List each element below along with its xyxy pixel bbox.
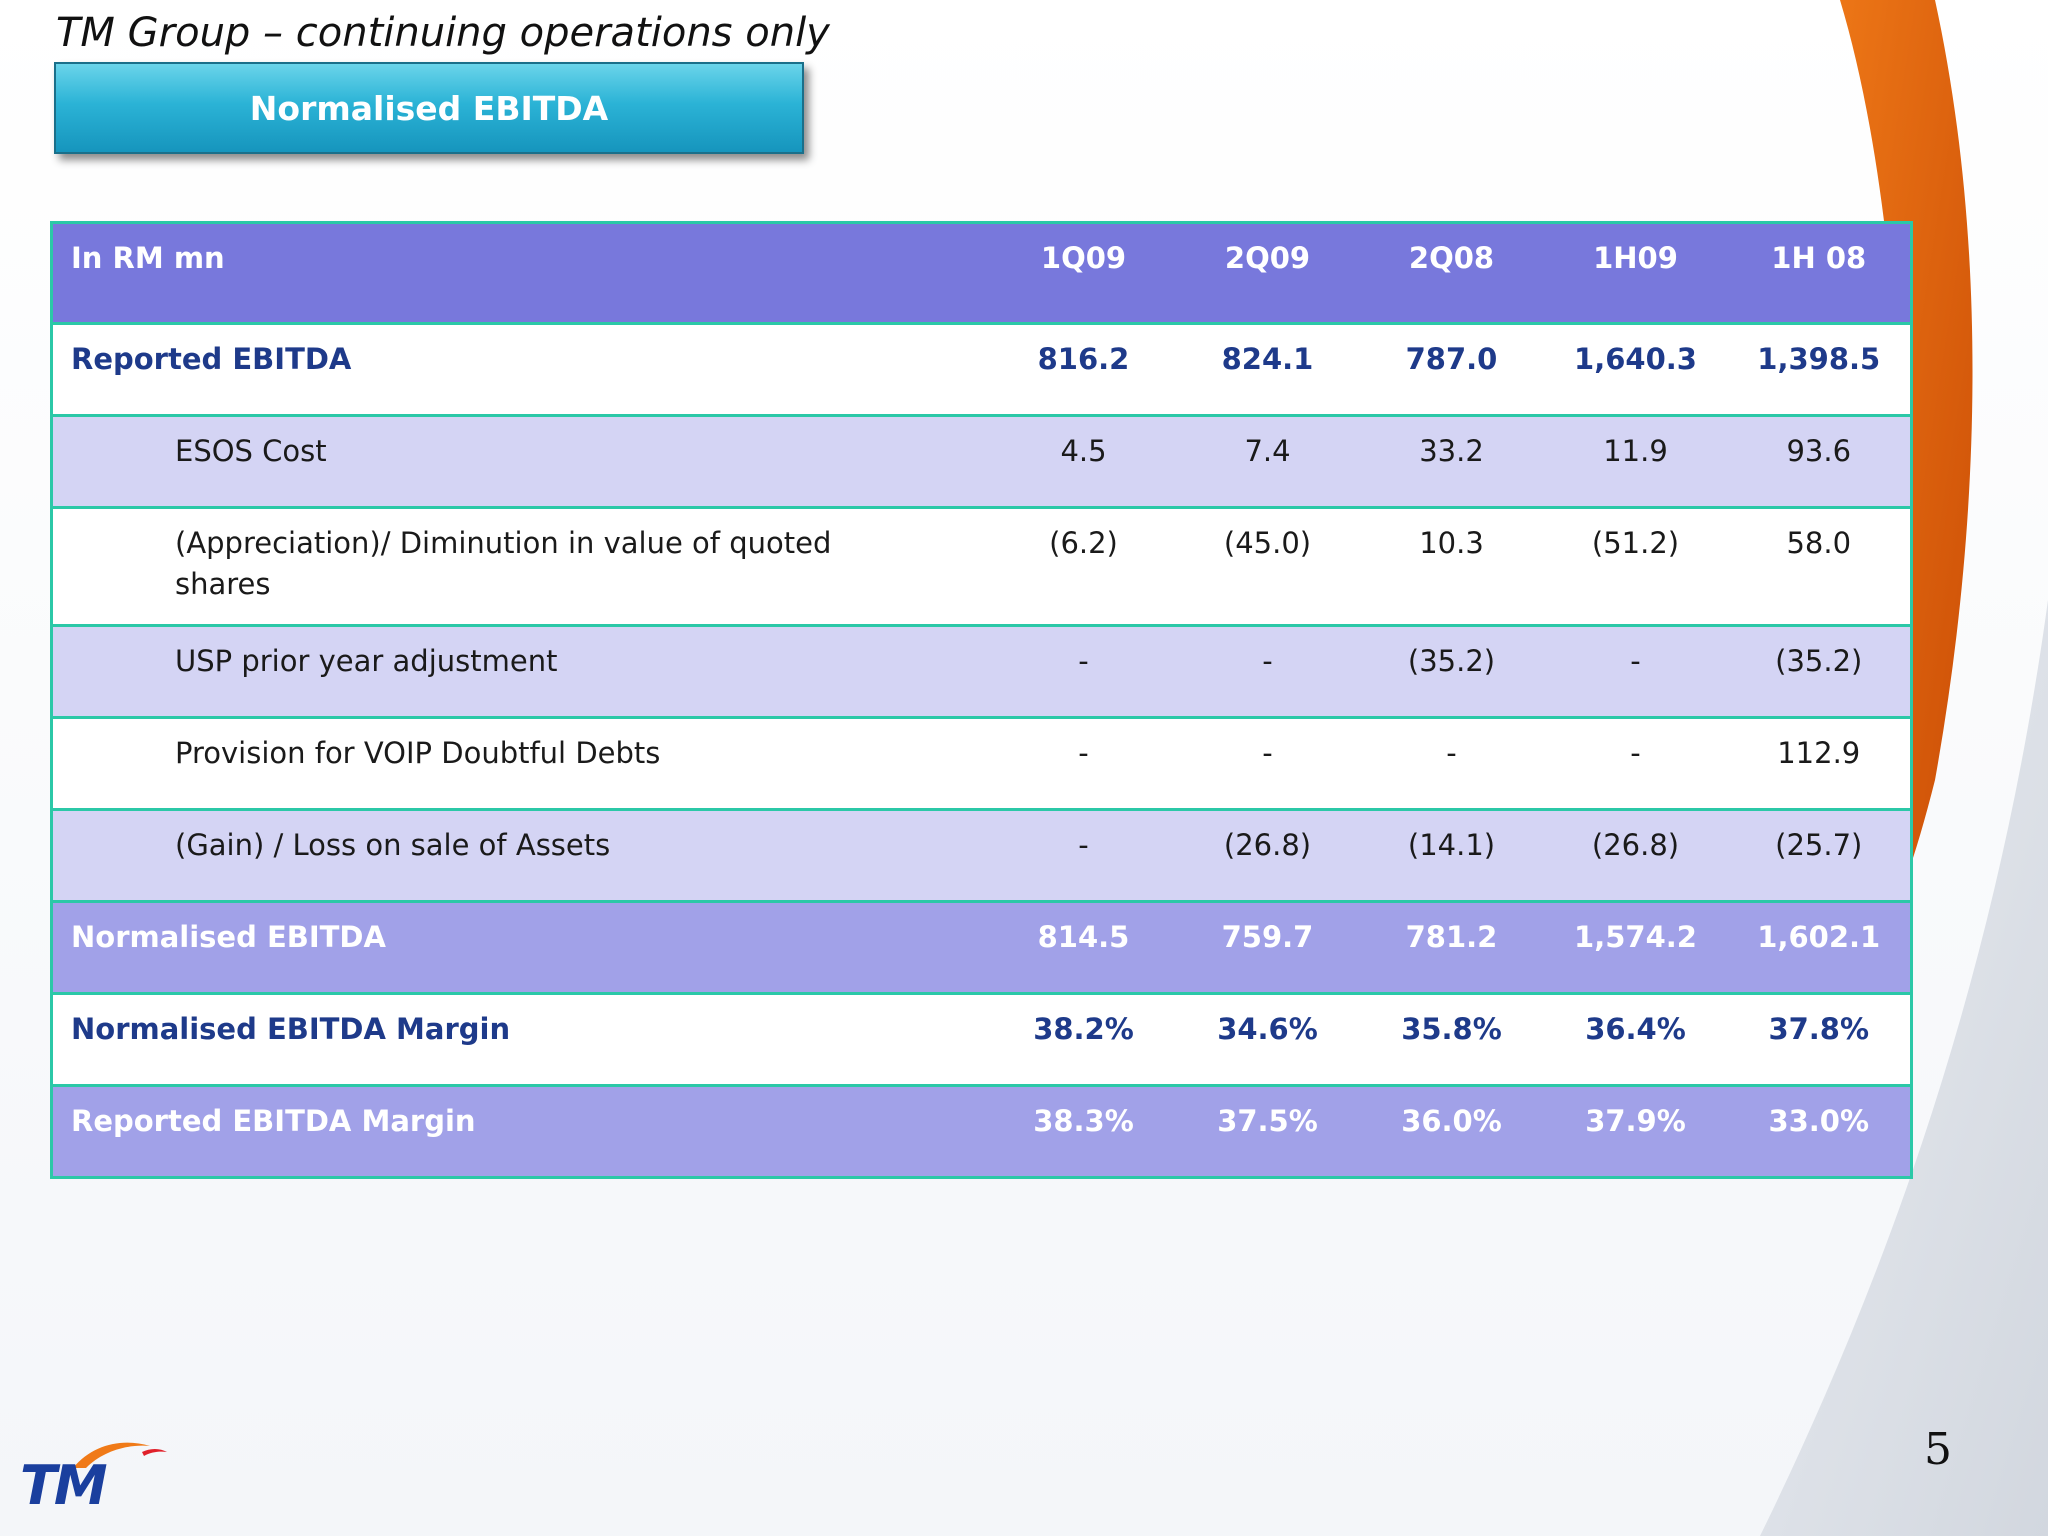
table-cell: 1,640.3	[1543, 322, 1728, 417]
table-cell: 34.6%	[1175, 992, 1360, 1087]
tm-logo-icon: TM	[18, 1436, 168, 1517]
table-cell: -	[991, 624, 1176, 719]
table-cell: (25.7)	[1727, 808, 1913, 903]
table-cell: 38.3%	[991, 1084, 1176, 1179]
table-cell: -	[1175, 624, 1360, 719]
row-label: Reported EBITDA	[50, 322, 992, 417]
page-number: 5	[1924, 1424, 1952, 1475]
table-cell: 7.4	[1175, 414, 1360, 509]
table-cell: -	[991, 716, 1176, 811]
table-cell: -	[1359, 716, 1544, 811]
table-cell: 38.2%	[991, 992, 1176, 1087]
table-cell: 112.9	[1727, 716, 1913, 811]
row-label: Reported EBITDA Margin	[50, 1084, 992, 1179]
column-header: 1Q09	[991, 221, 1176, 325]
logo-text: TM	[20, 1454, 108, 1517]
table-row-quoted-shares: (Appreciation)/ Diminution in value of q…	[50, 506, 1913, 627]
table-cell: 814.5	[991, 900, 1176, 995]
table-cell: 824.1	[1175, 322, 1360, 417]
table-cell: 58.0	[1727, 506, 1913, 627]
table-cell: 36.0%	[1359, 1084, 1544, 1179]
table-cell: -	[1175, 716, 1360, 811]
table-cell: 759.7	[1175, 900, 1360, 995]
section-badge: Normalised EBITDA	[54, 62, 804, 154]
table-cell: 37.8%	[1727, 992, 1913, 1087]
table-cell: -	[991, 808, 1176, 903]
table-cell: 781.2	[1359, 900, 1544, 995]
column-header: 2Q08	[1359, 221, 1544, 325]
row-label: Provision for VOIP Doubtful Debts	[50, 716, 992, 811]
table-cell: (45.0)	[1175, 506, 1360, 627]
table-cell: 1,574.2	[1543, 900, 1728, 995]
table-cell: 816.2	[991, 322, 1176, 417]
table-cell: -	[1543, 624, 1728, 719]
slide-title: TM Group – continuing operations only	[56, 10, 830, 56]
table-cell: 37.9%	[1543, 1084, 1728, 1179]
ebitda-table: In RM mn 1Q09 2Q09 2Q08 1H09 1H 08 Repor…	[50, 221, 1913, 1179]
table-row-voip-provision: Provision for VOIP Doubtful Debts - - - …	[50, 716, 1913, 811]
table-row-usp-adjustment: USP prior year adjustment - - (35.2) - (…	[50, 624, 1913, 719]
table-cell: 1,398.5	[1727, 322, 1913, 417]
table-cell: (26.8)	[1543, 808, 1728, 903]
table-cell: 93.6	[1727, 414, 1913, 509]
table-cell: (6.2)	[991, 506, 1176, 627]
table-cell: 37.5%	[1175, 1084, 1360, 1179]
row-label: ESOS Cost	[50, 414, 992, 509]
table-cell: 787.0	[1359, 322, 1544, 417]
table-cell: 33.0%	[1727, 1084, 1913, 1179]
table-cell: (35.2)	[1359, 624, 1544, 719]
header-unit-label: In RM mn	[50, 221, 992, 325]
table-row-asset-sale: (Gain) / Loss on sale of Assets - (26.8)…	[50, 808, 1913, 903]
row-label: Normalised EBITDA	[50, 900, 992, 995]
table-row-reported-ebitda: Reported EBITDA 816.2 824.1 787.0 1,640.…	[50, 322, 1913, 417]
row-label: USP prior year adjustment	[50, 624, 992, 719]
table-cell: 11.9	[1543, 414, 1728, 509]
column-header: 1H 08	[1727, 221, 1913, 325]
table-cell: 33.2	[1359, 414, 1544, 509]
row-label: Normalised EBITDA Margin	[50, 992, 992, 1087]
table-cell: 36.4%	[1543, 992, 1728, 1087]
table-cell: -	[1543, 716, 1728, 811]
table-row-esos-cost: ESOS Cost 4.5 7.4 33.2 11.9 93.6	[50, 414, 1913, 509]
table-cell: (35.2)	[1727, 624, 1913, 719]
table-cell: (26.8)	[1175, 808, 1360, 903]
table-header-row: In RM mn 1Q09 2Q09 2Q08 1H09 1H 08	[50, 221, 1913, 325]
table-cell: 4.5	[991, 414, 1176, 509]
logo-arc-icon	[73, 1442, 167, 1468]
row-label: (Gain) / Loss on sale of Assets	[50, 808, 992, 903]
table-cell: 35.8%	[1359, 992, 1544, 1087]
table-row-normalised-ebitda: Normalised EBITDA 814.5 759.7 781.2 1,57…	[50, 900, 1913, 995]
column-header: 1H09	[1543, 221, 1728, 325]
table-row-reported-margin: Reported EBITDA Margin 38.3% 37.5% 36.0%…	[50, 1084, 1913, 1179]
column-header: 2Q09	[1175, 221, 1360, 325]
table-row-normalised-margin: Normalised EBITDA Margin 38.2% 34.6% 35.…	[50, 992, 1913, 1087]
table-cell: (14.1)	[1359, 808, 1544, 903]
row-label: (Appreciation)/ Diminution in value of q…	[50, 506, 992, 627]
table-cell: 10.3	[1359, 506, 1544, 627]
table-cell: 1,602.1	[1727, 900, 1913, 995]
table-cell: (51.2)	[1543, 506, 1728, 627]
